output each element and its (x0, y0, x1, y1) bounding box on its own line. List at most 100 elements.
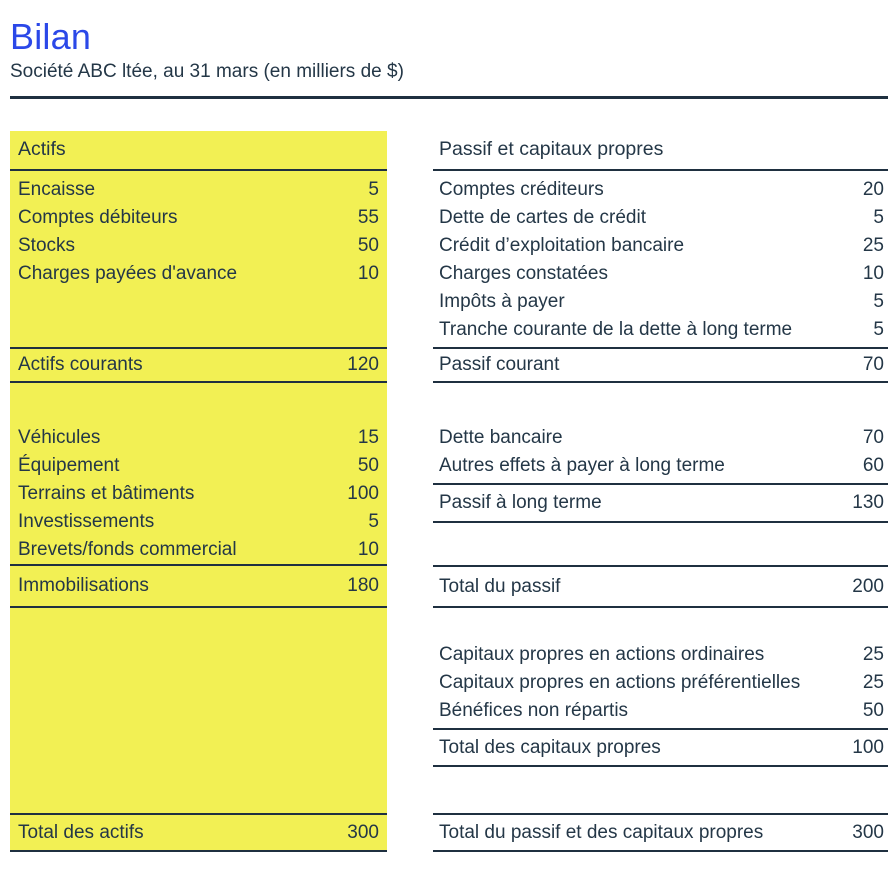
row-value: 100 (347, 483, 379, 504)
row-value: 5 (873, 207, 884, 228)
assets-fixed-subtotal: Immobilisations 180 (10, 564, 387, 608)
row-label: Total des capitaux propres (439, 736, 661, 758)
row-label: Charges payées d'avance (18, 263, 238, 284)
row-value: 25 (862, 672, 884, 693)
table-row: Impôts à payer 5 (433, 288, 888, 316)
row-label: Impôts à payer (439, 291, 565, 312)
row-label: Total du passif (439, 575, 561, 597)
row-label: Terrains et bâtiments (18, 483, 195, 504)
row-label: Équipement (18, 455, 120, 476)
table-row: Bénéfices non répartis 50 (433, 697, 888, 725)
spacer (10, 608, 387, 813)
row-value: 300 (852, 821, 884, 843)
spacer (433, 383, 888, 424)
table-row: Investissements 5 (10, 508, 387, 536)
assets-fixed-rows: Véhicules 15 Équipement 50 Terrains et b… (10, 424, 387, 564)
table-row: Dette bancaire 70 (433, 424, 888, 452)
row-value: 130 (852, 492, 884, 513)
liabilities-column: Passif et capitaux propres Comptes crédi… (433, 131, 888, 852)
table-row: Capitaux propres en actions ordinaires 2… (433, 641, 888, 669)
spacer (433, 608, 888, 641)
liabilities-current-subtotal: Passif courant 70 (433, 347, 888, 383)
table-row: Brevets/fonds commercial 10 (10, 536, 387, 564)
row-label: Capitaux propres en actions ordinaires (439, 644, 765, 665)
table-row: Autres effets à payer à long terme 60 (433, 452, 888, 480)
row-label: Autres effets à payer à long terme (439, 455, 725, 476)
assets-current-subtotal: Actifs courants 120 (10, 347, 387, 383)
assets-header: Actifs (10, 131, 387, 171)
page-subtitle: Société ABC ltée, au 31 mars (en millier… (10, 61, 404, 82)
liabilities-header: Passif et capitaux propres (433, 131, 888, 171)
liabilities-current-rows: Comptes créditeurs 20 Dette de cartes de… (433, 171, 888, 347)
row-value: 25 (862, 235, 884, 256)
row-value: 60 (862, 455, 884, 476)
row-value: 10 (357, 263, 379, 284)
table-row: Dette de cartes de crédit 5 (433, 204, 888, 232)
row-value: 200 (852, 575, 884, 597)
row-label: Comptes débiteurs (18, 207, 178, 228)
assets-total-row: Total des actifs 300 (10, 813, 387, 852)
row-label: Dette bancaire (439, 427, 563, 448)
page-title: Bilan (10, 16, 92, 57)
grand-total-row: Total du passif et des capitaux propres … (433, 813, 888, 852)
table-row: Véhicules 15 (10, 424, 387, 452)
liabilities-longterm-rows: Dette bancaire 70 Autres effets à payer … (433, 424, 888, 480)
header-divider (10, 96, 888, 99)
row-label: Investissements (18, 511, 155, 532)
table-row: Charges constatées 10 (433, 260, 888, 288)
row-value: 5 (368, 511, 379, 532)
row-value: 20 (862, 179, 884, 200)
table-row: Stocks 50 (10, 232, 387, 260)
table-row: Crédit d’exploitation bancaire 25 (433, 232, 888, 260)
row-value: 70 (862, 427, 884, 448)
table-row: Encaisse 5 (10, 176, 387, 204)
row-label: Passif courant (439, 354, 560, 375)
row-value: 10 (862, 263, 884, 284)
row-label: Stocks (18, 235, 76, 256)
row-value: 50 (357, 455, 379, 476)
row-value: 300 (347, 821, 379, 843)
row-value: 100 (852, 736, 884, 758)
equity-rows: Capitaux propres en actions ordinaires 2… (433, 641, 888, 725)
total-liabilities-row: Total du passif 200 (433, 565, 888, 608)
row-value: 10 (357, 539, 379, 560)
spacer (433, 523, 888, 565)
table-row: Terrains et bâtiments 100 (10, 480, 387, 508)
liabilities-header-label: Passif et capitaux propres (439, 138, 664, 160)
row-value: 50 (357, 235, 379, 256)
table-row: Tranche courante de la dette à long term… (433, 316, 888, 344)
row-label: Passif à long terme (439, 492, 602, 513)
row-label: Crédit d’exploitation bancaire (439, 235, 685, 256)
row-value: 15 (357, 427, 379, 448)
row-label: Total des actifs (18, 821, 144, 843)
row-value: 180 (347, 575, 379, 596)
row-value: 5 (368, 179, 379, 200)
spacer (433, 767, 888, 813)
row-label: Encaisse (18, 179, 96, 200)
row-label: Total du passif et des capitaux propres (439, 821, 764, 843)
row-value: 25 (862, 644, 884, 665)
row-value: 5 (873, 291, 884, 312)
table-row: Comptes débiteurs 55 (10, 204, 387, 232)
row-label: Brevets/fonds commercial (18, 539, 237, 560)
row-label: Capitaux propres en actions préférentiel… (439, 672, 801, 693)
row-value: 5 (873, 319, 884, 340)
liabilities-longterm-subtotal: Passif à long terme 130 (433, 483, 888, 523)
row-label: Immobilisations (18, 575, 149, 596)
equity-subtotal: Total des capitaux propres 100 (433, 728, 888, 767)
assets-header-label: Actifs (18, 138, 66, 160)
row-value: 120 (347, 354, 379, 375)
row-label: Charges constatées (439, 263, 608, 284)
table-row: Capitaux propres en actions préférentiel… (433, 669, 888, 697)
row-value: 55 (357, 207, 379, 228)
table-row: Charges payées d'avance 10 (10, 260, 387, 288)
row-label: Actifs courants (18, 354, 143, 375)
row-label: Véhicules (18, 427, 101, 448)
row-label: Dette de cartes de crédit (439, 207, 646, 228)
row-label: Tranche courante de la dette à long term… (439, 319, 793, 340)
table-row: Équipement 50 (10, 452, 387, 480)
assets-panel: Actifs Encaisse 5 Comptes débiteurs 55 S… (10, 131, 387, 852)
row-value: 50 (862, 700, 884, 721)
table-row: Comptes créditeurs 20 (433, 176, 888, 204)
row-label: Comptes créditeurs (439, 179, 604, 200)
